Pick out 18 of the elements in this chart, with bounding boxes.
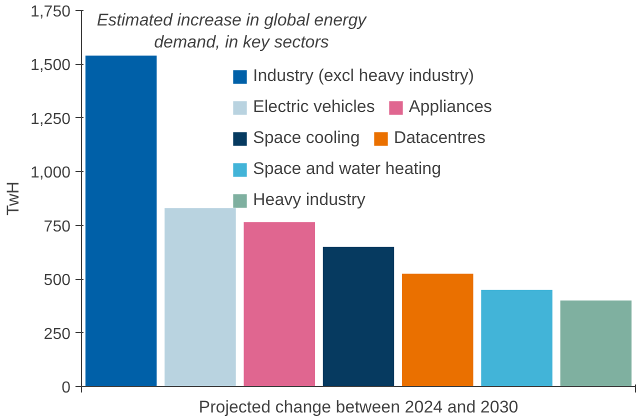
y-tick-label: 500 [44, 272, 71, 290]
y-tick-label: 1,250 [30, 110, 71, 128]
y-tick-label: 0 [62, 380, 71, 396]
legend-label: Industry (excl heavy industry) [253, 66, 474, 86]
legend-label: Electric vehicles [253, 97, 375, 117]
legend-label: Datacentres [394, 128, 486, 148]
y-tick-label: 1,500 [30, 57, 71, 74]
legend-label: Appliances [408, 97, 492, 117]
y-tick-label: 750 [44, 218, 71, 236]
legend-label: Space and water heating [253, 159, 442, 179]
y-axis-title: TwH [3, 182, 22, 216]
y-tick-label: 250 [44, 326, 71, 343]
legend-label: Heavy industry [253, 190, 366, 210]
text: Estimated increase in global energy demand, in key sectors [96, 10, 368, 52]
y-tick-label: 1,750 [30, 4, 71, 20]
x-axis-title: Projected change between 2024 and 2030 [198, 398, 518, 416]
y-tick-label: 1,000 [30, 164, 71, 182]
legend-label: Space cooling [253, 128, 360, 148]
